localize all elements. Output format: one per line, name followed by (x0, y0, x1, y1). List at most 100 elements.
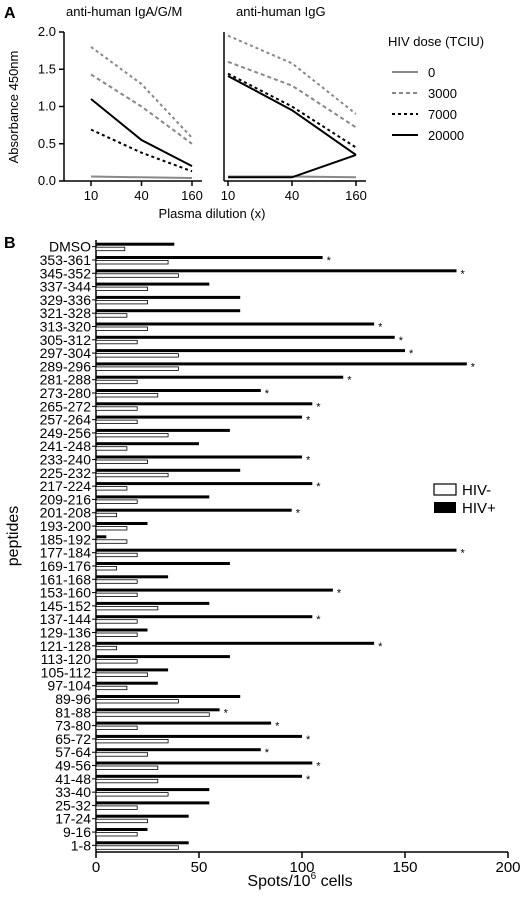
category-label: 17-24 (55, 811, 91, 827)
y-tick-label: 0.0 (38, 173, 56, 188)
bar-hiv-neg (95, 579, 138, 584)
bar-hiv-pos (96, 562, 230, 565)
bar-hiv-neg (95, 539, 128, 544)
bar-hiv-neg (95, 685, 128, 691)
bar-hiv-pos (96, 801, 210, 805)
category-label: 265-272 (40, 398, 92, 414)
bar-hiv-neg (95, 672, 148, 677)
significance-star: * (461, 548, 466, 560)
bar-hiv-neg (95, 273, 179, 278)
bar-hiv-pos (96, 615, 313, 619)
legend-label: 7000 (428, 107, 457, 122)
bar-hiv-neg (95, 246, 126, 252)
series-line (90, 73, 193, 145)
significance-star: * (224, 707, 229, 719)
significance-star: * (378, 641, 383, 653)
significance-star: * (265, 747, 270, 759)
y-tick-label: 1.0 (38, 99, 56, 114)
significance-star: * (316, 481, 321, 493)
bar-hiv-pos (96, 841, 189, 845)
bar-hiv-neg (95, 765, 159, 770)
category-label: 145-152 (40, 598, 92, 614)
x-tick-label: 160 (345, 188, 367, 203)
bar-hiv-neg (95, 805, 138, 810)
bar-hiv-pos (96, 641, 375, 645)
series-line (227, 75, 357, 156)
bar-hiv-pos (96, 402, 313, 406)
category-label: 257-264 (40, 412, 92, 428)
bar-hiv-pos (96, 362, 467, 366)
category-label: 121-128 (40, 638, 92, 654)
bar-hiv-pos (96, 695, 241, 698)
panel-a-xlabel: Plasma dilution (x) (159, 206, 266, 221)
bar-hiv-neg (95, 512, 118, 518)
bar-hiv-neg (95, 526, 128, 531)
bar-hiv-neg (95, 486, 128, 491)
bar-hiv-pos (96, 601, 210, 605)
category-label: 177-184 (40, 545, 92, 561)
series-line (227, 34, 357, 115)
bar-hiv-neg (95, 592, 138, 597)
category-label: 313-320 (40, 318, 92, 334)
bar-hiv-neg (95, 366, 179, 371)
panel-a2-plot: 10 40 160 (221, 32, 367, 203)
category-label: DMSO (49, 239, 91, 255)
category-label: 249-256 (40, 425, 92, 441)
bar-hiv-pos (96, 535, 107, 539)
bar-hiv-neg (95, 699, 179, 704)
y-tick-label: 1.5 (38, 61, 56, 76)
bar-hiv-pos (96, 761, 313, 765)
xlabel-sup: 6 (311, 871, 317, 882)
series-line (90, 46, 193, 139)
bar-hiv-neg (95, 619, 138, 624)
category-label: 321-328 (40, 305, 92, 321)
bar-hiv-pos (96, 428, 230, 432)
category-label: 241-248 (40, 438, 92, 454)
bar-hiv-pos (96, 295, 241, 299)
category-label: 273-280 (40, 385, 92, 401)
panel-b-legend: HIV-HIV+ (433, 482, 496, 517)
bar-hiv-neg (95, 645, 118, 651)
legend-label: 20000 (428, 128, 464, 143)
category-label: 9-16 (63, 824, 91, 840)
category-label: 345-352 (40, 265, 92, 281)
x-tick-label: 10 (221, 188, 235, 203)
bar-hiv-neg (95, 446, 128, 451)
panel-b-xlabel: Spots/106 cells (247, 871, 352, 890)
bar-hiv-neg (95, 406, 138, 411)
significance-star: * (306, 415, 311, 427)
category-label: 233-240 (40, 452, 92, 468)
significance-star: * (306, 734, 311, 746)
category-label: 113-120 (41, 651, 92, 667)
bar-hiv-pos (96, 282, 210, 286)
significance-star: * (306, 774, 311, 786)
category-label: 337-344 (40, 279, 92, 295)
significance-star: * (327, 255, 332, 267)
bar-hiv-pos (96, 389, 261, 392)
significance-star: * (347, 375, 352, 387)
x-tick-label: 100 (289, 859, 314, 876)
bar-hiv-neg (95, 432, 169, 438)
category-label: 193-200 (40, 518, 92, 534)
bar-hiv-neg (95, 739, 169, 744)
legend-label: HIV- (462, 482, 491, 499)
significance-star: * (316, 614, 321, 626)
bar-hiv-neg (95, 379, 138, 385)
bar-hiv-pos (96, 242, 175, 246)
bar-hiv-neg (95, 632, 138, 637)
panel-b-label: B (4, 235, 16, 252)
bar-hiv-pos (96, 721, 272, 725)
significance-star: * (316, 761, 321, 773)
significance-star: * (461, 268, 466, 280)
bar-hiv-neg (95, 313, 128, 318)
panel-a-ylabel: Absorbance 450nm (6, 51, 21, 164)
bar-hiv-pos (96, 681, 158, 685)
significance-star: * (399, 335, 404, 347)
x-tick-label: 0 (92, 859, 100, 876)
significance-star: * (378, 321, 383, 333)
bar-hiv-neg (95, 606, 159, 611)
bar-hiv-pos (96, 322, 375, 326)
legend-label: 0 (428, 65, 435, 80)
bar-hiv-pos (96, 814, 189, 818)
